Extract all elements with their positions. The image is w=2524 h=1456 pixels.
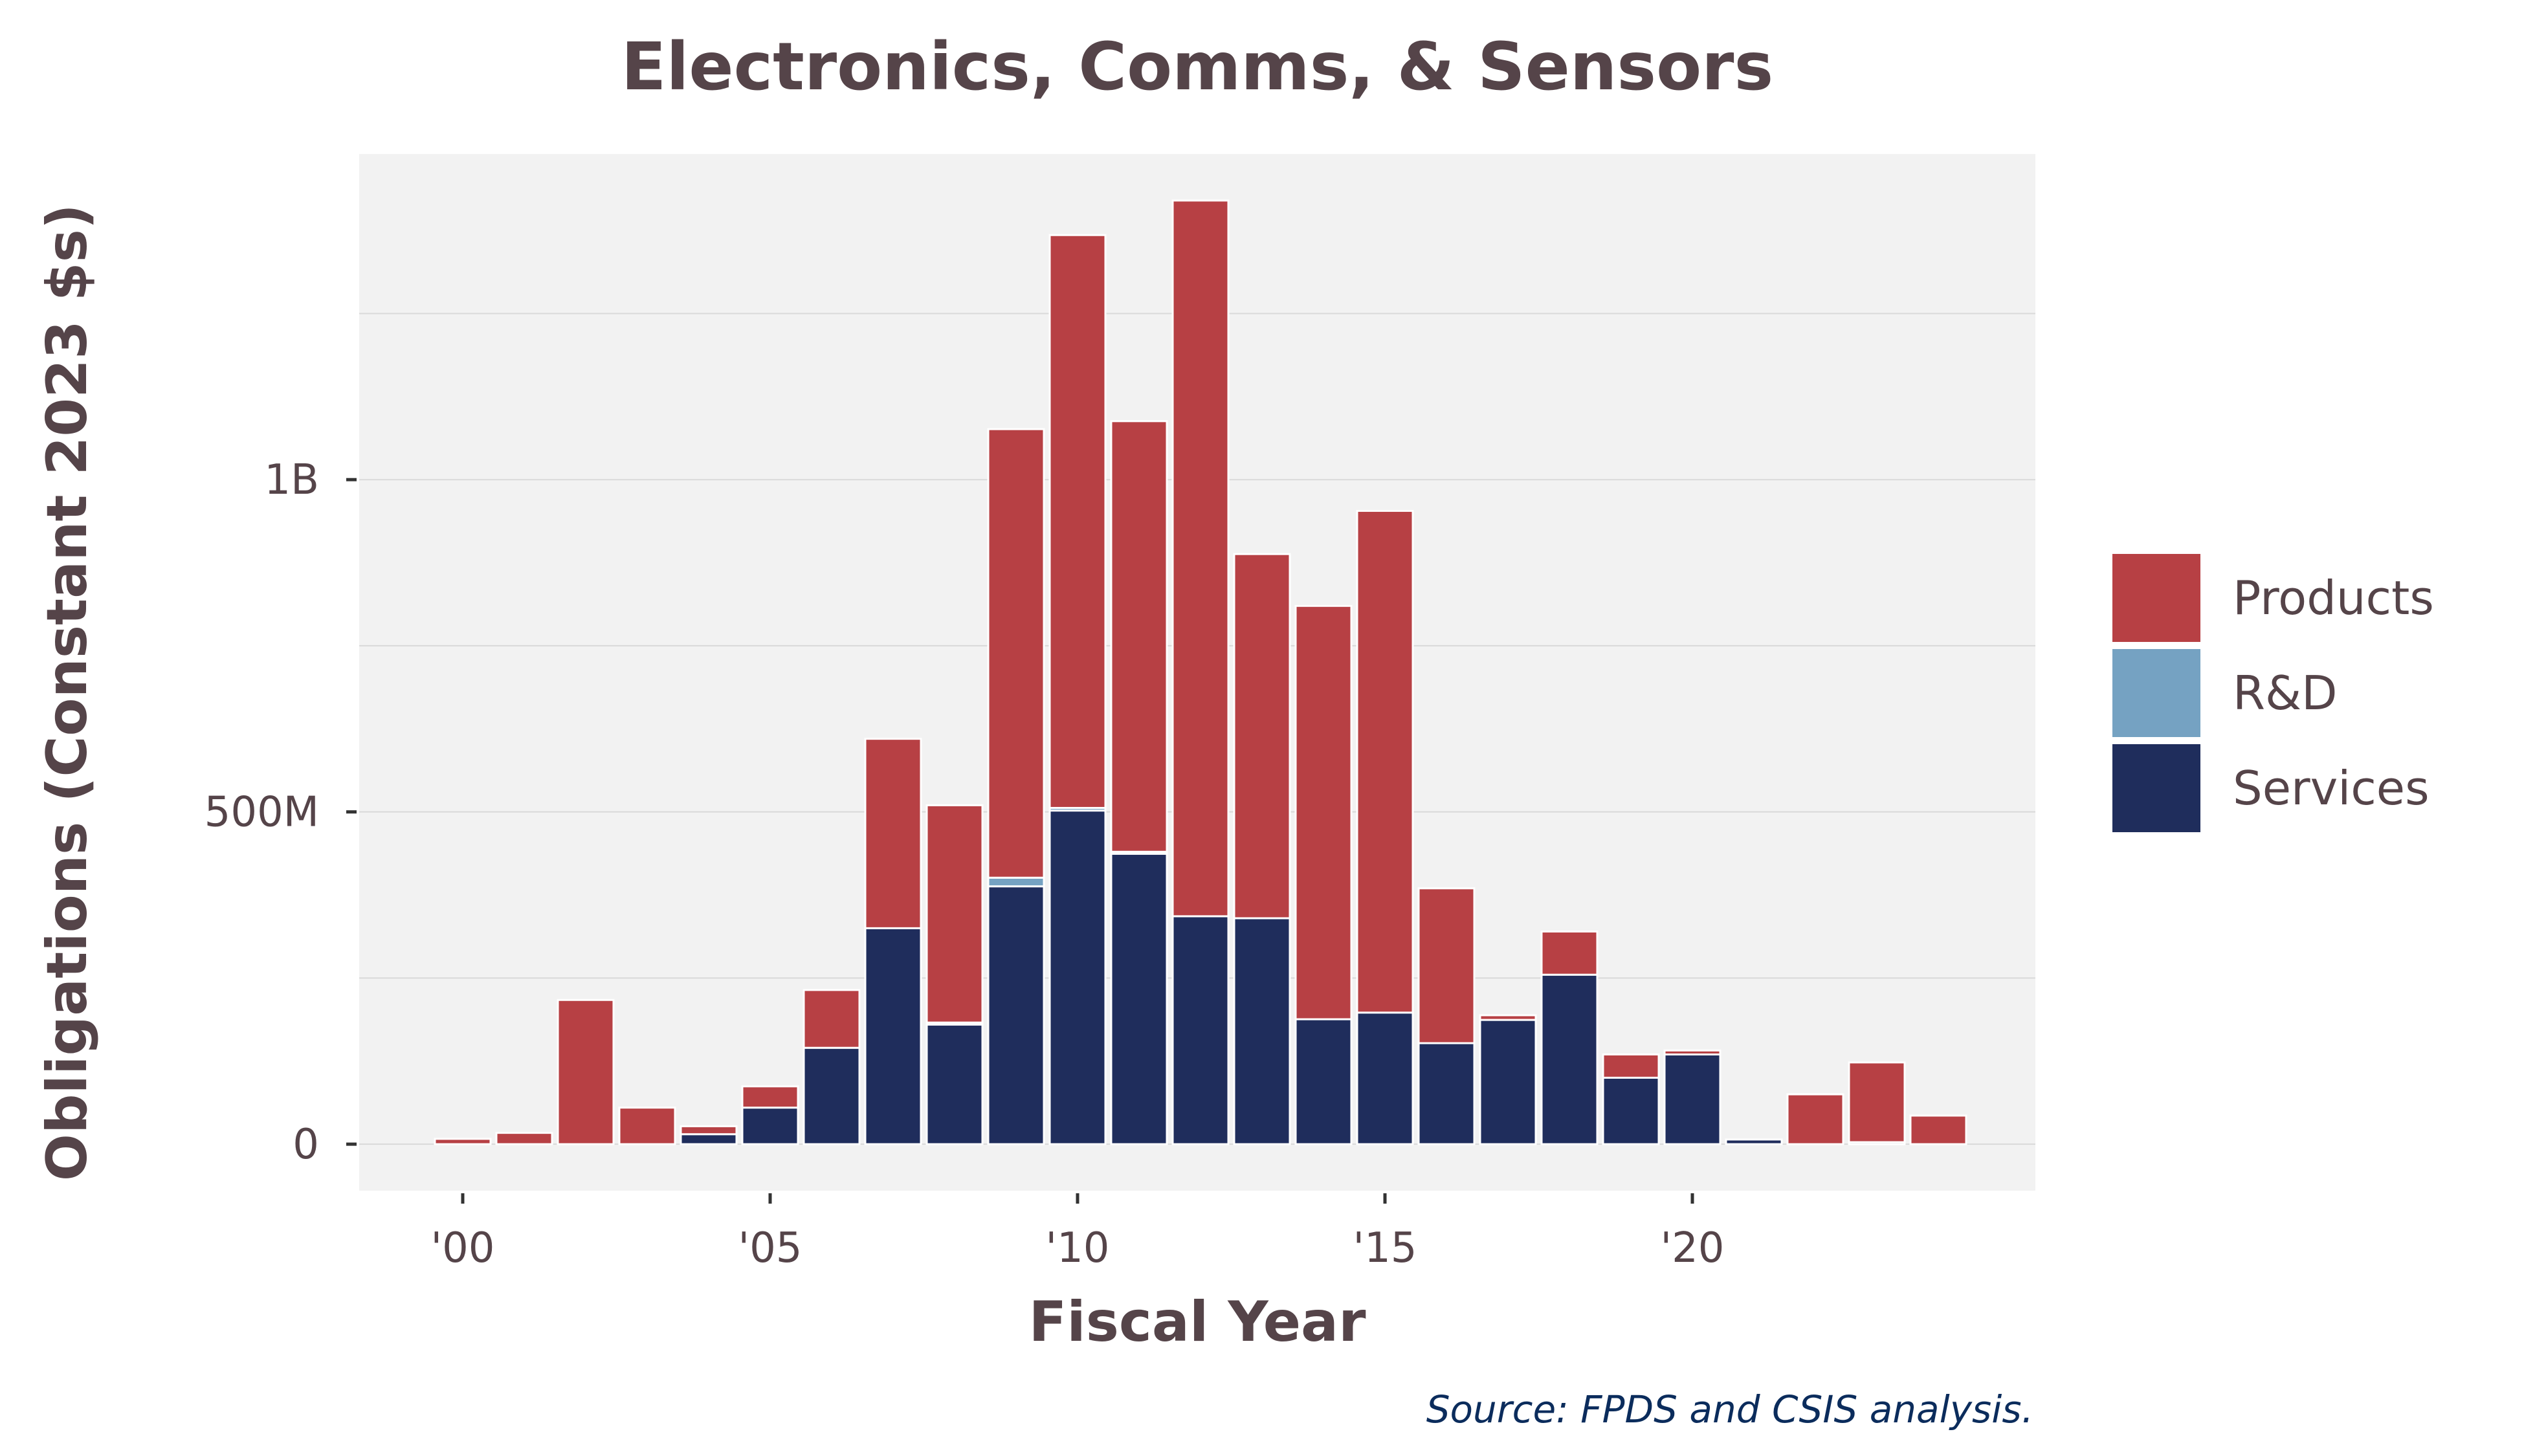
- bar-services-2006: [803, 1046, 861, 1145]
- bar-products-2024: [1909, 1114, 1967, 1145]
- bar-products-2012: [1171, 199, 1230, 918]
- bar-services-2007: [864, 927, 922, 1145]
- bar-products-2022: [1786, 1093, 1844, 1145]
- bar-products-2008: [925, 804, 984, 1024]
- bar-products-2023: [1848, 1061, 1906, 1143]
- bar-services-2018: [1540, 973, 1599, 1145]
- bar-services-2014: [1294, 1018, 1353, 1145]
- bar-products-2000: [434, 1138, 492, 1145]
- y-tick-label: 0: [293, 1121, 319, 1169]
- y-tick-label: 1B: [264, 456, 319, 504]
- bar-rd-2009: [987, 876, 1045, 888]
- x-axis-title: Fiscal Year: [1029, 1290, 1367, 1354]
- legend-label: Services: [2233, 761, 2430, 815]
- bar-services-2019: [1602, 1076, 1660, 1145]
- axes: 0 500M 1B '00 '05 '10 '15 '20: [205, 456, 1725, 1272]
- bar-services-2004: [680, 1133, 738, 1145]
- bar-services-2010: [1048, 810, 1107, 1145]
- y-axis-title: Obligations (Constant 2023 $s): [35, 204, 100, 1181]
- bar-products-2004: [680, 1125, 738, 1136]
- legend: Products R&D Services: [2110, 551, 2434, 835]
- bar-products-2006: [803, 989, 861, 1049]
- bar-products-2010: [1048, 234, 1107, 809]
- bar-products-2005: [741, 1085, 799, 1109]
- source-note: Source: FPDS and CSIS analysis.: [1426, 1387, 2033, 1431]
- bar-services-2015: [1356, 1011, 1414, 1145]
- y-tick-label: 500M: [205, 789, 319, 837]
- bar-products-2003: [618, 1107, 676, 1145]
- bar-services-2009: [987, 885, 1045, 1145]
- bar-products-2014: [1294, 604, 1353, 1020]
- bar-products-2013: [1233, 553, 1291, 920]
- bar-services-2016: [1417, 1042, 1476, 1145]
- bars: [434, 199, 1967, 1145]
- legend-swatch-rd: [2110, 646, 2203, 740]
- x-tick-label: '10: [1045, 1224, 1109, 1272]
- bar-products-2019: [1602, 1053, 1660, 1079]
- legend-swatch-services: [2110, 742, 2203, 835]
- x-tick-label: '15: [1353, 1224, 1417, 1272]
- bar-services-2020: [1663, 1053, 1721, 1145]
- bar-services-2013: [1233, 917, 1291, 1145]
- x-tick-label: '05: [738, 1224, 802, 1272]
- bar-services-2011: [1110, 852, 1168, 1145]
- legend-label: Products: [2233, 571, 2434, 625]
- chart-title: Electronics, Comms, & Sensors: [621, 28, 1773, 105]
- bar-products-2009: [987, 428, 1045, 879]
- legend-swatch-products: [2110, 551, 2203, 645]
- bar-products-2017: [1479, 1014, 1537, 1021]
- bar-products-2020: [1663, 1049, 1721, 1055]
- bar-products-2007: [864, 738, 922, 929]
- x-tick-label: '20: [1660, 1224, 1724, 1272]
- bar-products-2011: [1110, 420, 1168, 853]
- bar-services-2021: [1725, 1138, 1783, 1145]
- bar-services-2012: [1171, 915, 1230, 1145]
- bar-products-2018: [1540, 931, 1599, 976]
- x-tick-label: '00: [430, 1224, 494, 1272]
- bar-products-2016: [1417, 887, 1476, 1044]
- bar-services-2005: [741, 1107, 799, 1145]
- bar-products-2001: [495, 1132, 553, 1145]
- bar-products-2002: [557, 998, 615, 1145]
- bar-services-2017: [1479, 1019, 1537, 1145]
- bar-services-2008: [925, 1023, 984, 1145]
- legend-label: R&D: [2233, 666, 2338, 720]
- bar-products-2015: [1356, 509, 1414, 1014]
